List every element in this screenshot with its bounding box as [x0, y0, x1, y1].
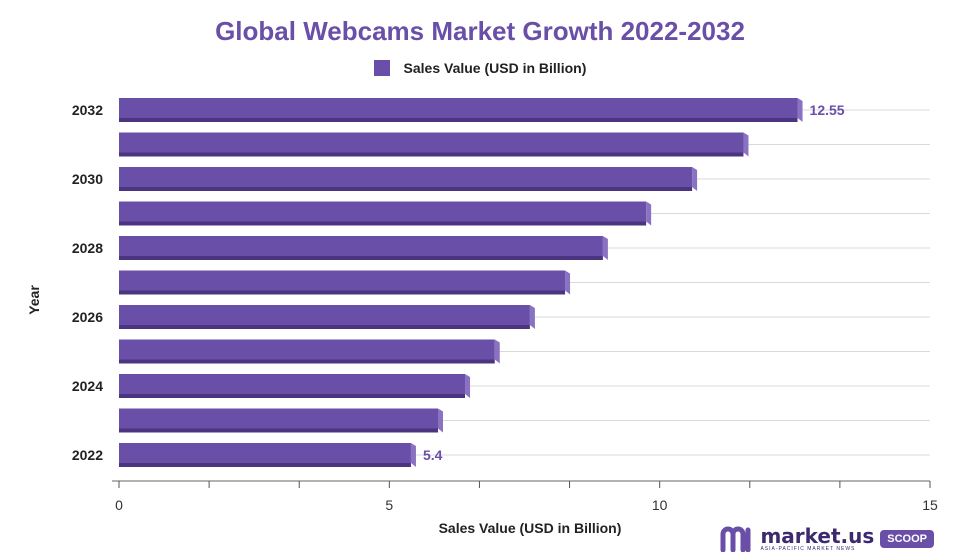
x-tick-label: 10 — [652, 497, 668, 513]
data-label: 5.4 — [423, 447, 443, 463]
bar-end-cap — [494, 339, 500, 364]
bar — [119, 236, 603, 256]
bar-end-cap — [797, 98, 803, 122]
bar — [119, 374, 466, 394]
bar-end-cap — [565, 270, 571, 295]
brand-logo-icon — [720, 526, 751, 552]
y-tick-label: 2032 — [72, 102, 103, 118]
bar-shadow — [119, 118, 798, 122]
y-tick-label: 2024 — [72, 378, 103, 394]
bar — [119, 98, 798, 118]
legend-swatch — [373, 60, 390, 76]
y-tick-label: 2022 — [72, 447, 103, 463]
bar-end-cap — [646, 201, 652, 226]
brand-tagline: ASIA-PACIFIC MARKET NEWS — [760, 546, 856, 552]
bar-shadow — [119, 152, 744, 157]
y-axis-label: Year — [26, 285, 42, 315]
x-tick-label: 0 — [115, 497, 123, 513]
bar-shadow — [119, 359, 495, 364]
brand-badge: SCOOP — [880, 530, 934, 548]
bar-shadow — [119, 428, 438, 433]
bar-shadow — [119, 463, 411, 467]
bar — [119, 167, 693, 187]
bar-end-cap — [692, 167, 698, 191]
x-tick-label: 15 — [922, 497, 938, 513]
bar — [119, 443, 411, 463]
brand-name: market.us — [760, 524, 875, 548]
bar — [119, 305, 530, 325]
x-axis-label: Sales Value (USD in Billion) — [438, 520, 622, 536]
chart-title: Global Webcams Market Growth 2022-2032 — [215, 16, 745, 46]
bar — [119, 201, 647, 222]
x-tick-label: 5 — [385, 497, 393, 513]
bar-shadow — [119, 394, 466, 398]
bar-shadow — [119, 290, 566, 295]
bar-shadow — [119, 221, 647, 226]
bar-shadow — [119, 325, 530, 329]
y-tick-label: 2028 — [72, 240, 103, 256]
bar-end-cap — [410, 443, 416, 467]
data-label: 12.55 — [810, 102, 845, 118]
bar-shadow — [119, 187, 693, 191]
chart-legend: Sales Value (USD in Billion) — [0, 60, 960, 76]
bar — [119, 408, 438, 429]
y-tick-label: 2026 — [72, 309, 103, 325]
bar-end-cap — [743, 132, 749, 157]
bar — [119, 270, 566, 291]
bar-end-cap — [602, 236, 608, 260]
y-tick-label: 2030 — [72, 171, 103, 187]
bar-end-cap — [437, 408, 443, 433]
bar-end-cap — [529, 305, 535, 329]
legend-label: Sales Value (USD in Billion) — [403, 60, 587, 76]
brand-logo: market.us ASIA-PACIFIC MARKET NEWS SCOOP — [720, 526, 934, 552]
bar-shadow — [119, 256, 603, 260]
bar — [119, 339, 495, 360]
bar-end-cap — [465, 374, 471, 398]
bar — [119, 132, 744, 153]
